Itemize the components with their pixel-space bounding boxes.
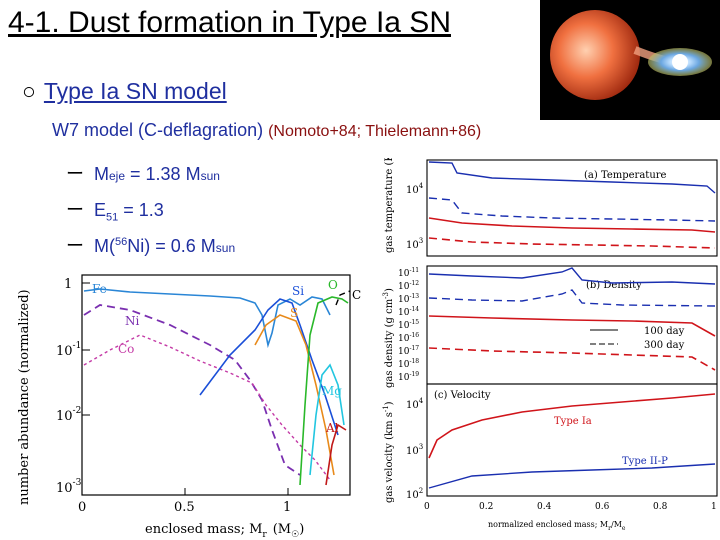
dash-marker: ー	[66, 200, 84, 220]
label-o: O	[328, 278, 338, 292]
panel-b-ytick: 10-19	[398, 371, 419, 383]
velocity-type-ia	[428, 393, 716, 459]
binary-star-illustration	[540, 0, 720, 120]
item-nickel-mass: ー M(56Ni) = 0.6 Msun	[66, 232, 235, 258]
xtick: 0.4	[537, 502, 552, 512]
panel-b-ylabel: gas density (g cm-3)	[382, 288, 395, 388]
mg-curve	[309, 363, 345, 476]
bullet-marker: ○	[22, 78, 36, 104]
panel-b-ytick: 10-17	[398, 345, 419, 357]
item-pre: M(	[94, 236, 115, 256]
item-sub: eje	[109, 169, 126, 183]
xtick: 0.8	[653, 502, 668, 512]
panel-c-ytick-1e3: 103	[406, 443, 423, 457]
right-xlabel: normalized enclosed mass; Mr/Me	[488, 520, 626, 532]
panel-c-frame	[426, 383, 718, 497]
legend-100-day: 100 day	[644, 326, 685, 337]
panel-b-ytick: 10-18	[398, 358, 419, 370]
panel-c-ytick-1e2: 102	[406, 487, 423, 501]
temp-blue-solid	[428, 161, 716, 194]
xtick-1: 1	[283, 500, 291, 515]
panel-c-label: (c) Velocity	[434, 390, 491, 401]
panel-c-ytick-1e4: 104	[406, 397, 424, 411]
ytick-0p001: 10-3	[56, 478, 82, 496]
si-curve	[199, 298, 339, 436]
w7-text: W7 model (C-deflagration)	[52, 120, 264, 140]
dash-marker: ー	[66, 236, 84, 256]
o-curve	[299, 296, 349, 486]
co-curve	[83, 334, 331, 481]
temp-red-solid	[428, 217, 716, 233]
item-sub2: sun	[215, 241, 236, 255]
xtick: 0.2	[479, 502, 493, 512]
panel-c-ylabel: gas velocity (km s-1)	[382, 401, 395, 503]
ni-curve	[83, 304, 301, 476]
panel-a-ytick-1e4: 104	[406, 182, 424, 196]
item-sub: 51	[106, 211, 119, 224]
gas-properties-plot: gas temperature (K) 104 103 (a) Temperat…	[382, 158, 718, 532]
xtick-0: 0	[78, 500, 86, 515]
label-al: Al	[325, 421, 339, 435]
label-co: Co	[118, 342, 134, 356]
dash-marker: ー	[66, 164, 84, 184]
label-ni: Ni	[125, 314, 140, 328]
bullet-text: Type Ia SN model	[43, 78, 227, 104]
fe-curve	[83, 288, 331, 349]
temp-blue-dash	[428, 197, 716, 222]
panel-a-label: (a) Temperature	[584, 170, 667, 181]
s-curve	[254, 314, 335, 476]
temp-red-dash	[428, 237, 716, 249]
panel-b-label: (b) Density	[586, 280, 642, 291]
item-sub2: sun	[200, 169, 220, 183]
abundance-axes-frame	[81, 274, 351, 496]
panel-b-ytick: 10-14	[398, 306, 419, 318]
item-sup: 56	[115, 236, 128, 248]
density-red-solid	[428, 315, 716, 337]
panel-b-ytick: 10-16	[398, 332, 419, 344]
panel-b-ytick: 10-13	[398, 293, 419, 305]
label-c: C	[352, 288, 361, 302]
abundance-plot: number abundance (normalized) 1 10-1 10-…	[17, 274, 361, 540]
xtick: 0.6	[595, 502, 610, 512]
density-blue-solid	[428, 267, 716, 285]
item-ejecta-mass: ー Meje = 1.38 Msun	[66, 160, 220, 186]
abundance-ylabel: number abundance (normalized)	[17, 289, 32, 505]
label-si: Si	[292, 284, 304, 298]
abundance-xlabel: enclosed mass; Mr (M☉)	[145, 522, 304, 540]
label-fe: Fe	[92, 282, 107, 296]
al-curve	[325, 423, 347, 486]
panel-a-frame	[426, 159, 718, 257]
xtick-0p5: 0.5	[174, 500, 195, 515]
item-energy: ー E51 = 1.3	[66, 196, 164, 224]
slide-title: 4-1. Dust formation in Type Ia SN	[8, 6, 451, 39]
item-pre: E	[94, 200, 107, 220]
panel-a-ylabel: gas temperature (K)	[384, 158, 395, 253]
velocity-type-iip	[428, 463, 716, 489]
c-curve	[335, 290, 351, 306]
legend-300-day: 300 day	[644, 340, 685, 351]
ytick-0p1: 10-1	[56, 341, 81, 359]
item-mid: Ni) = 0.6 M	[127, 236, 216, 256]
density-red-dash	[428, 347, 716, 371]
xtick: 1	[711, 502, 717, 512]
panel-b-ytick: 10-12	[398, 280, 419, 292]
panel-b-frame	[426, 265, 718, 385]
w7-model-line: W7 model (C-deflagration) (Nomoto+84; Th…	[52, 120, 481, 141]
panel-b-ytick: 10-15	[398, 319, 419, 331]
ytick-0p01: 10-2	[56, 406, 81, 424]
label-type-iip: Type II-P	[622, 456, 668, 467]
panel-a-ytick-1e3: 103	[406, 237, 423, 251]
panel-b-ytick: 10-11	[398, 267, 419, 279]
label-s: S	[290, 306, 298, 320]
xtick: 0	[424, 502, 430, 512]
item-mid: = 1.38 M	[125, 164, 201, 184]
label-mg: Mg	[322, 384, 342, 398]
label-type-ia: Type Ia	[554, 416, 592, 427]
ytick-1: 1	[64, 277, 72, 292]
item-mid: = 1.3	[118, 200, 164, 220]
item-pre: M	[94, 164, 109, 184]
bullet-type-ia-model: ○ Type Ia SN model	[22, 78, 227, 105]
density-blue-dash	[428, 289, 716, 307]
w7-reference: (Nomoto+84; Thielemann+86)	[268, 123, 482, 140]
